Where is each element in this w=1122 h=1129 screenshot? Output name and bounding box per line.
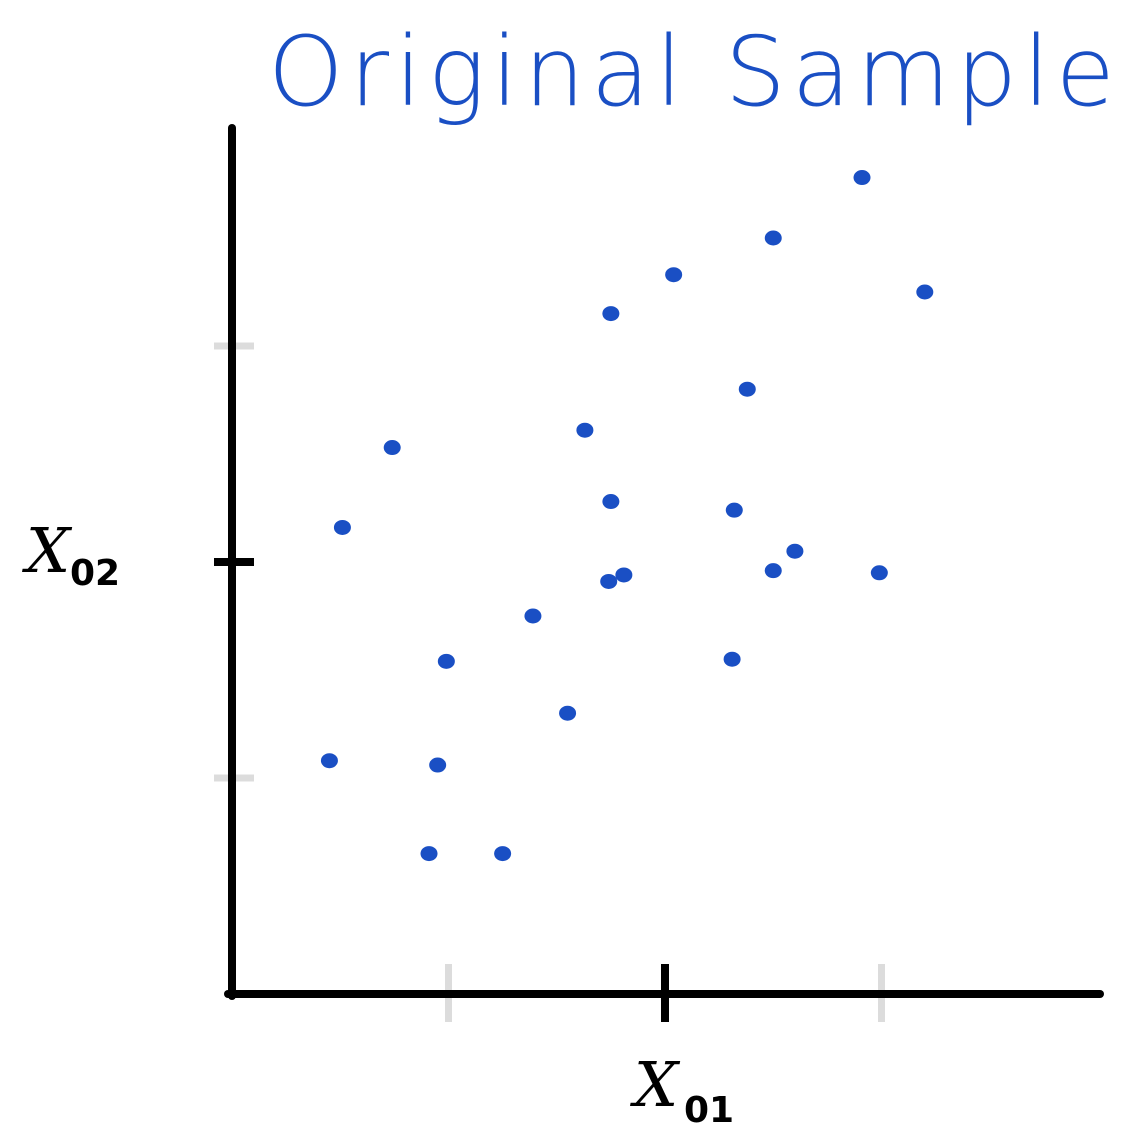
data-point-14: [615, 567, 633, 583]
data-point-24: [916, 284, 934, 300]
y-tick-label-main: X: [22, 514, 73, 587]
data-point-8: [524, 608, 542, 624]
data-point-16: [723, 651, 741, 667]
data-point-5: [429, 757, 447, 773]
data-point-17: [725, 502, 743, 518]
data-point-6: [437, 653, 455, 669]
data-point-1: [320, 753, 338, 769]
data-point-10: [576, 422, 594, 438]
data-point-20: [764, 230, 782, 246]
chart-title: Original Sample: [268, 16, 1121, 128]
data-point-21: [786, 543, 804, 559]
data-point-9: [559, 705, 577, 721]
data-point-13: [602, 306, 620, 322]
data-point-2: [333, 519, 351, 535]
data-point-3: [383, 440, 401, 456]
data-point-7: [494, 846, 512, 862]
data-points: [320, 170, 934, 862]
data-point-18: [738, 381, 756, 397]
y-tick-label-sub: 02: [70, 553, 120, 594]
tick-marks: [214, 342, 885, 1022]
y-tick-label: X 02: [22, 514, 120, 594]
data-point-12: [602, 494, 620, 510]
x-tick-label-sub: 01: [684, 1090, 734, 1129]
data-point-15: [665, 267, 683, 283]
data-point-22: [853, 170, 871, 186]
data-point-19: [764, 563, 782, 579]
data-point-11: [600, 573, 618, 589]
data-point-23: [870, 565, 888, 581]
data-point-4: [420, 846, 438, 862]
x-tick-label: X 01: [630, 1048, 734, 1129]
x-tick-label-main: X: [630, 1048, 681, 1121]
